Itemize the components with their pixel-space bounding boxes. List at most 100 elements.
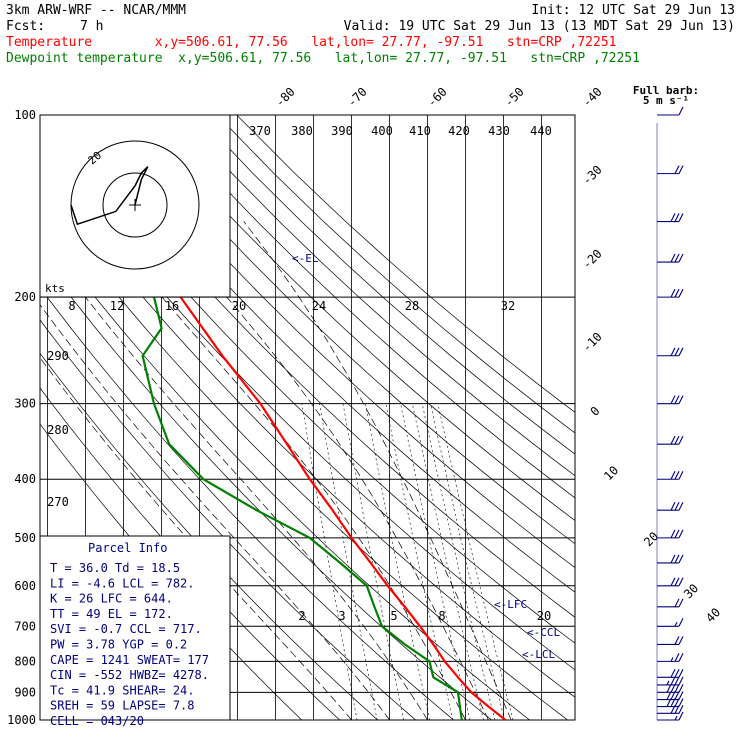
- wind-barb: [657, 471, 684, 480]
- theta-label: 440: [530, 124, 552, 138]
- theta-label: 390: [331, 124, 353, 138]
- wind-barb: [657, 106, 684, 116]
- barb-half: [674, 622, 678, 627]
- dry-adiabat: [40, 140, 575, 671]
- model-title: 3km ARW-WRF -- NCAR/MMM: [6, 3, 186, 18]
- wind-barb: [657, 165, 684, 175]
- hodograph-ring-inner: [102, 172, 168, 238]
- init-time: Init: 12 UTC Sat 29 Jun 13: [532, 3, 736, 18]
- barb-half: [670, 657, 674, 662]
- wind-barb: [657, 501, 684, 511]
- barb-full: [678, 165, 684, 174]
- barb-full: [670, 669, 676, 678]
- dry-adiabat: [40, 255, 492, 720]
- wind-barb: [657, 347, 684, 357]
- dry-adiabat: [118, 115, 575, 545]
- dry-adiabat: [59, 115, 575, 618]
- barb-full: [674, 213, 680, 222]
- el-marker: <-EL: [292, 252, 319, 265]
- parcel-info-row: SREH = 59 LAPSE= 7.8: [50, 699, 195, 713]
- barb-full: [678, 577, 684, 587]
- pressure-label: 400: [14, 472, 36, 486]
- barb-full: [674, 395, 680, 404]
- hodograph-trace: [70, 166, 149, 226]
- dry-adiabat: [79, 115, 575, 593]
- barb-full: [670, 554, 676, 564]
- parcel-info-row: PW = 3.78 YGP = 0.2: [50, 638, 187, 652]
- dry-adiabat: [177, 115, 575, 477]
- wind-barb: [657, 669, 684, 678]
- isotherm-label: -40: [580, 85, 605, 110]
- barb-full: [678, 618, 684, 627]
- barb-full: [678, 471, 684, 480]
- pressure-label: 800: [14, 654, 36, 668]
- barb-full: [678, 705, 684, 714]
- dry-adiabat: [40, 286, 454, 720]
- mixing-ratio-label: 32: [501, 299, 515, 313]
- barb-full: [678, 669, 684, 678]
- barb-full: [670, 471, 676, 480]
- isotherm-label: 30: [681, 581, 701, 601]
- barb-full: [670, 347, 676, 356]
- barb-legend-line2: 5 m s⁻¹: [643, 94, 689, 107]
- isotherm-label: -20: [580, 247, 605, 272]
- pressure-label: 700: [14, 619, 36, 633]
- wind-barb: [657, 529, 684, 539]
- valid-time: Valid: 19 UTC Sat 29 Jun 13 (13 MDT Sat …: [344, 19, 735, 34]
- barb-full: [678, 395, 684, 404]
- theta-label: 430: [488, 124, 510, 138]
- dry-adiabat: [40, 225, 530, 720]
- barb-full: [674, 288, 680, 298]
- parcel-info-row: SVI = -0.7 CCL = 717.: [50, 622, 202, 636]
- barb-full: [674, 471, 680, 480]
- theta-label: 410: [409, 124, 431, 138]
- barb-half: [666, 680, 670, 686]
- parcel-info-row: CAPE = 1241 SWEAT= 177: [50, 653, 209, 667]
- wind-barb: [657, 705, 684, 714]
- mixing-ratio-label: 12: [110, 299, 124, 313]
- isotherm-label: -50: [502, 85, 527, 110]
- theta-label: 380: [291, 124, 313, 138]
- moist-adiabat: [243, 221, 512, 720]
- pressure-label: 500: [14, 531, 36, 545]
- barb-full: [678, 636, 684, 645]
- barb-full: [674, 653, 680, 662]
- barb-full: [670, 288, 676, 298]
- parcel-info-row: TT = 49 EL = 172.: [50, 607, 173, 621]
- mixing-ratio-label: 5: [390, 609, 397, 623]
- barb-full: [670, 213, 676, 222]
- pressure-label: 100: [14, 108, 36, 122]
- lfc-marker: <-LFC: [494, 598, 527, 611]
- barb-full: [678, 347, 684, 356]
- theta-label: 280: [47, 423, 69, 437]
- dry-adiabat: [197, 115, 575, 455]
- mixing-ratio-line: [412, 403, 484, 720]
- ccl-marker: <-CCL: [527, 626, 560, 639]
- barb-full: [674, 165, 680, 174]
- parcel-info-row: CIN = -552 HWBZ= 4278.: [50, 668, 209, 682]
- wind-barb: [657, 618, 684, 627]
- barb-full: [670, 395, 676, 404]
- wind-barb: [657, 698, 684, 708]
- barb-full: [674, 554, 680, 564]
- barb-full: [670, 529, 676, 539]
- barb-full: [670, 435, 676, 445]
- parcel-info-row: T = 36.0 Td = 18.5: [50, 561, 180, 575]
- mixing-ratio-line: [400, 403, 471, 720]
- isotherm-label: -60: [425, 85, 450, 110]
- pressure-label: 300: [14, 397, 36, 411]
- barb-full: [678, 501, 684, 511]
- dry-adiabat: [216, 115, 575, 434]
- barb-full: [678, 691, 684, 700]
- dry-adiabat: [138, 115, 575, 521]
- mixing-ratio-label: 8: [68, 299, 75, 313]
- barb-full: [678, 213, 684, 222]
- wind-barb: [657, 213, 684, 223]
- barb-full: [670, 577, 676, 587]
- mixing-ratio-line: [319, 403, 378, 720]
- theta-label: 420: [448, 124, 470, 138]
- mixing-ratio-line: [342, 403, 404, 720]
- moist-adiabat: [162, 221, 489, 720]
